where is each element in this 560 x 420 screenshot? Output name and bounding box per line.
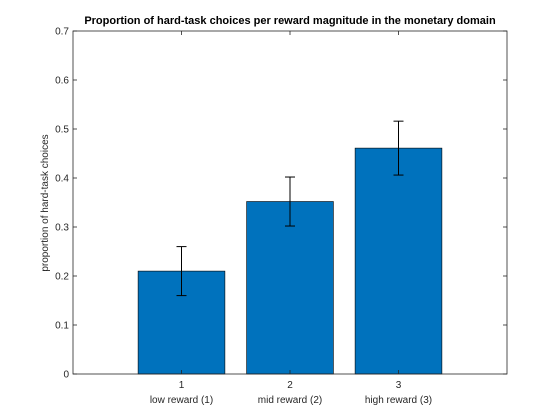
y-tick-label: 0.5 bbox=[55, 125, 69, 136]
y-tick-label: 0.4 bbox=[55, 174, 69, 185]
y-tick-label: 0.6 bbox=[55, 76, 69, 87]
bar-3 bbox=[354, 147, 443, 375]
y-axis-label: proportion of hard-task choices bbox=[40, 134, 51, 271]
y-tick-label: 0.1 bbox=[55, 321, 69, 332]
plot-area: 0 0.1 0.2 0.3 0.4 0.5 0.6 0.7 1 low reward (1) 2 mi… bbox=[55, 27, 508, 406]
y-tick-label: 0 bbox=[63, 370, 69, 381]
chart-title: Proportion of hard-task choices per rewa… bbox=[84, 15, 496, 27]
x-tick-label: 2 bbox=[287, 380, 293, 391]
y-tick-label: 0.2 bbox=[55, 272, 69, 283]
x-category-label: mid reward (2) bbox=[258, 395, 322, 406]
y-tick-label: 0.3 bbox=[55, 223, 69, 234]
y-tick-label: 0.7 bbox=[55, 27, 69, 38]
x-tick-label: 3 bbox=[396, 380, 402, 391]
x-category-label: low reward (1) bbox=[150, 395, 213, 406]
x-tick-label: 1 bbox=[179, 380, 185, 391]
x-category-label: high reward (3) bbox=[365, 395, 432, 406]
bar-2 bbox=[246, 201, 334, 375]
